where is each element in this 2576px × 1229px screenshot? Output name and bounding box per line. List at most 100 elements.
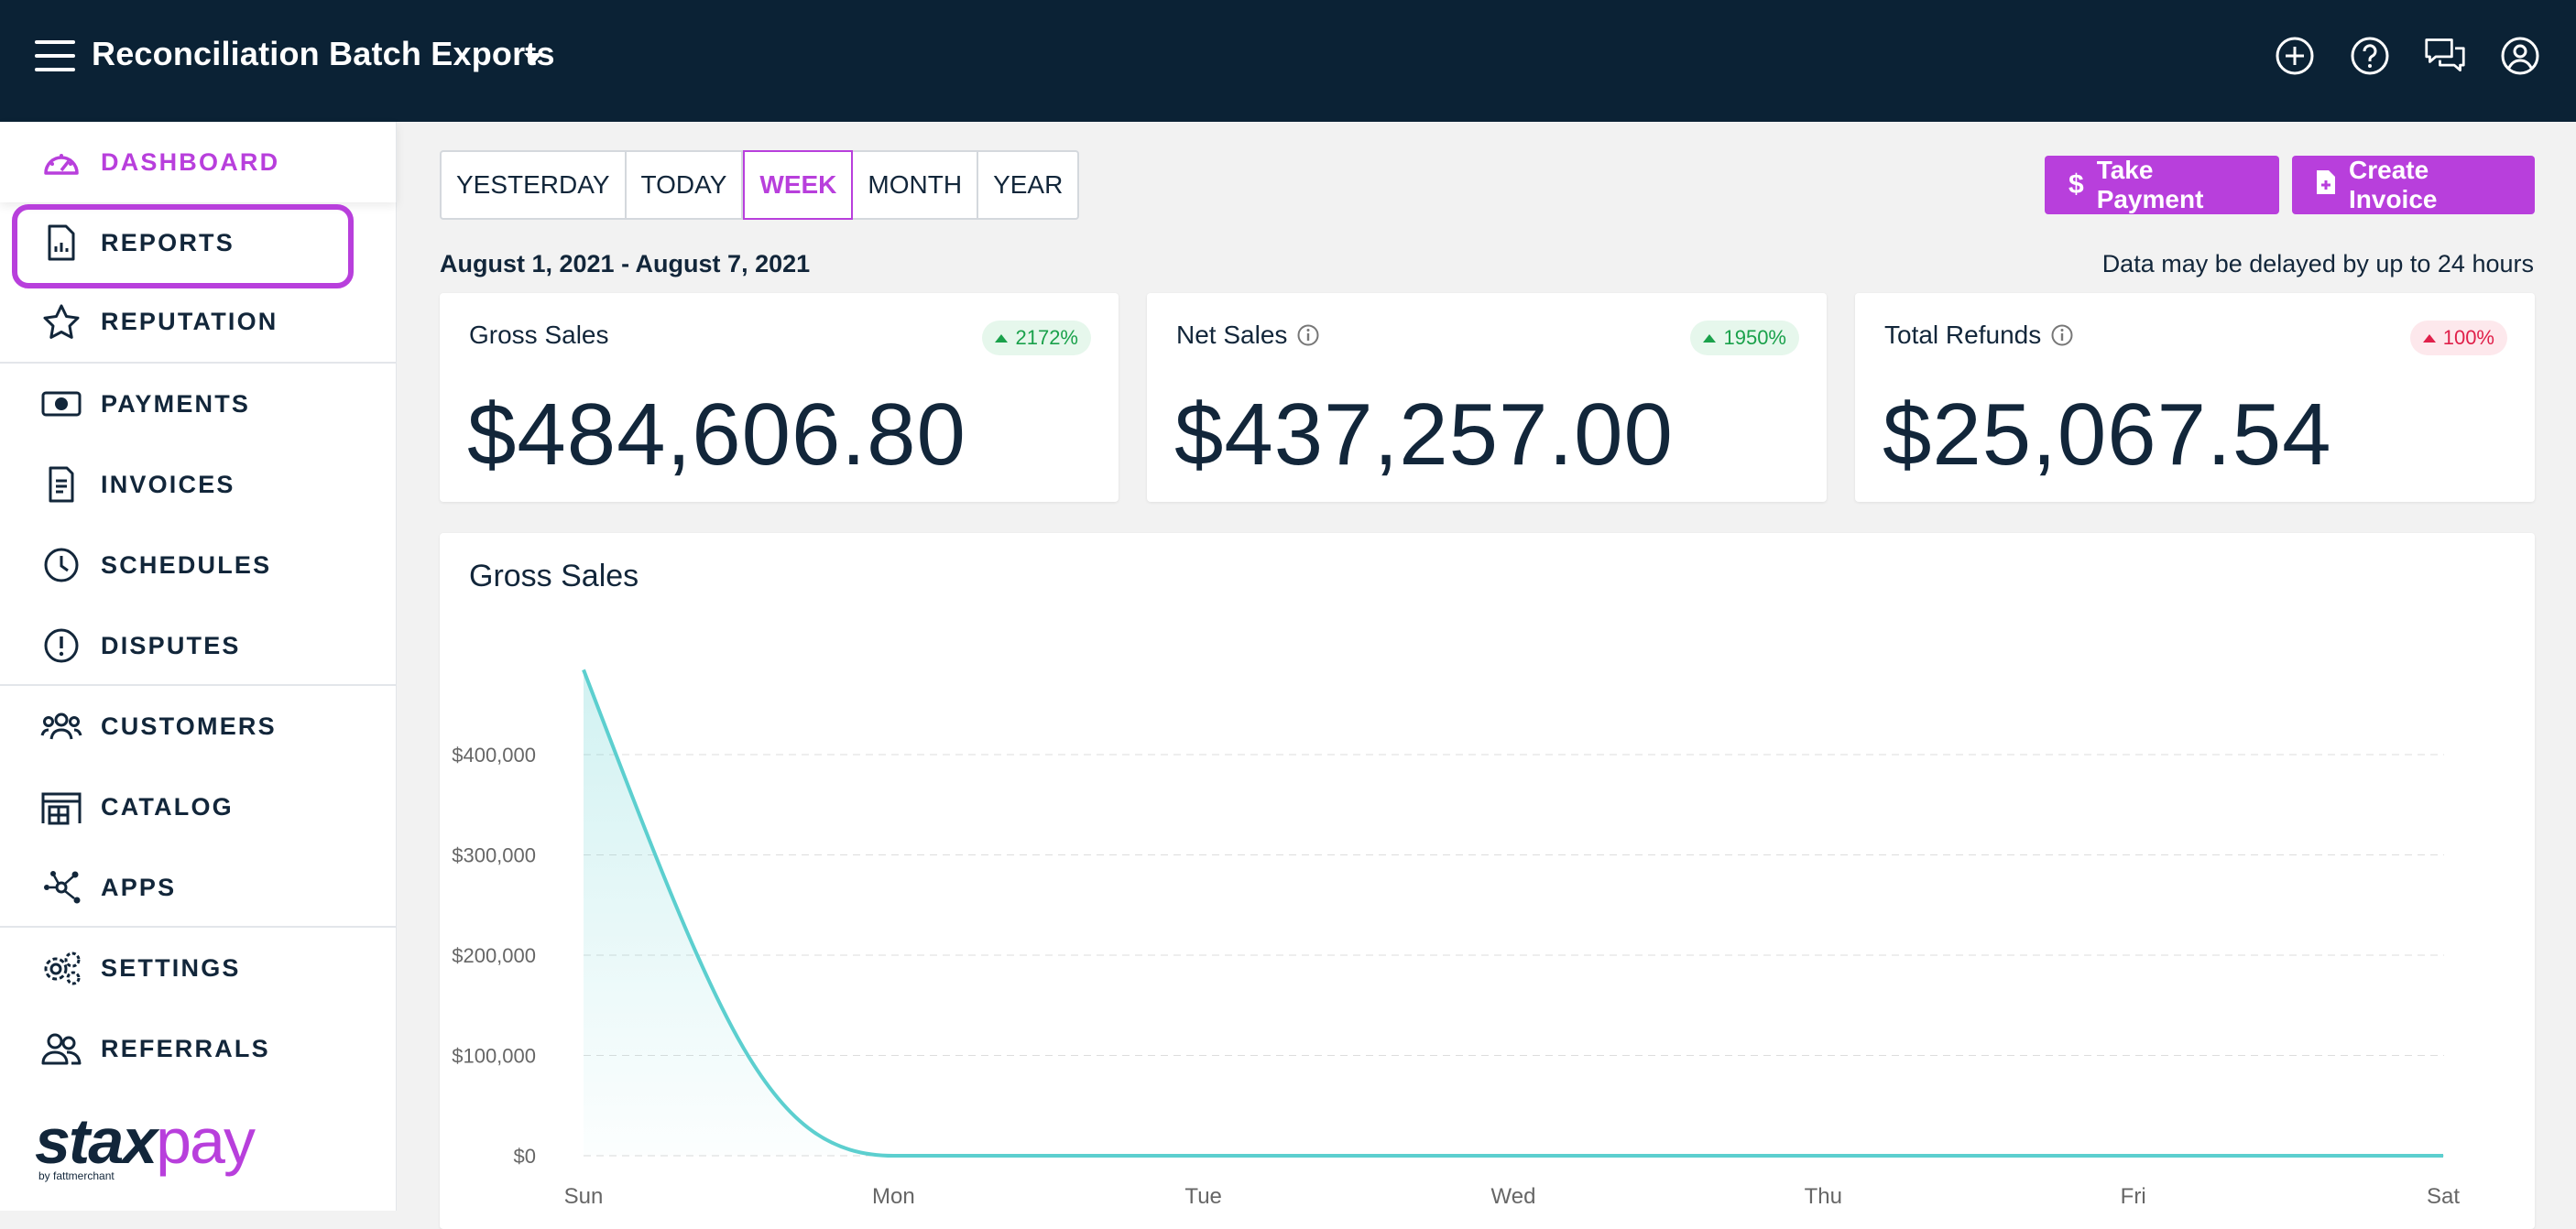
caret-down-icon[interactable] (524, 53, 542, 64)
total-refunds-card: Total Refunds 100% $25,067.54 (1855, 293, 2535, 502)
trend-badge: 2172% (982, 321, 1091, 355)
sidebar-item-dashboard[interactable]: DASHBOARD (0, 122, 397, 202)
card-title: Total Refunds (1884, 321, 2074, 350)
info-icon[interactable] (2050, 323, 2074, 347)
sidebar-item-label: SCHEDULES (101, 550, 272, 579)
top-bar: Reconciliation Batch Exports (0, 0, 2576, 122)
x-tick-label: Wed (1491, 1184, 1536, 1209)
card-value: $25,067.54 (1883, 386, 2332, 484)
trend-up-icon (2422, 333, 2436, 343)
data-point-sat[interactable] (2438, 1150, 2449, 1161)
page-title[interactable]: Reconciliation Batch Exports (92, 35, 555, 72)
card-value: $437,257.00 (1174, 386, 1674, 484)
take-payment-label: Take Payment (2096, 156, 2204, 213)
sidebar-item-settings[interactable]: SETTINGS (0, 928, 397, 1008)
invoice-icon (40, 463, 82, 506)
data-point-mon[interactable] (888, 1150, 899, 1161)
hamburger-menu-icon[interactable] (35, 40, 75, 75)
user-account-icon[interactable] (2499, 35, 2541, 77)
range-today-button[interactable]: TODAY (627, 152, 744, 218)
trend-badge: 1950% (1690, 321, 1799, 355)
data-point-tue[interactable] (1198, 1150, 1209, 1161)
card-title-text: Total Refunds (1884, 321, 2042, 349)
sidebar-item-schedules[interactable]: SCHEDULES (0, 525, 397, 605)
sidebar-item-reports[interactable]: REPORTS (0, 202, 397, 283)
sidebar-item-payments[interactable]: PAYMENTS (0, 364, 397, 444)
divider (0, 684, 397, 686)
info-icon[interactable] (1296, 323, 1320, 347)
create-invoice-button[interactable]: Create Invoice (2292, 156, 2535, 214)
net-sales-card: Net Sales 1950% $437,257.00 (1147, 293, 1827, 502)
card-title: Net Sales (1176, 321, 1320, 350)
logo-stax-text: stax (35, 1105, 158, 1177)
divider (0, 362, 397, 364)
date-range-label: August 1, 2021 - August 7, 2021 (440, 250, 811, 277)
sidebar-item-label: CATALOG (101, 792, 234, 821)
x-tick-label: Sat (2427, 1184, 2460, 1209)
sidebar-item-label: PAYMENTS (101, 389, 251, 418)
apps-icon (40, 866, 82, 908)
y-tick-label: $100,000 (452, 1045, 536, 1068)
dollar-icon: $ (2068, 169, 2084, 200)
sidebar-item-customers[interactable]: CUSTOMERS (0, 686, 397, 767)
range-month-button[interactable]: MONTH (853, 152, 979, 218)
sidebar-item-label: DISPUTES (101, 631, 241, 659)
add-circle-icon[interactable] (2274, 35, 2316, 77)
sidebar-item-label: REPORTS (101, 228, 235, 256)
alert-icon (40, 625, 82, 667)
y-tick-label: $400,000 (452, 744, 536, 767)
create-invoice-label: Create Invoice (2349, 156, 2438, 213)
x-tick-label: Mon (872, 1184, 915, 1209)
badge-text: 1950% (1723, 326, 1786, 349)
sidebar-item-catalog[interactable]: CATALOG (0, 767, 397, 847)
trend-up-icon (995, 333, 1009, 343)
sidebar-item-label: SETTINGS (101, 953, 241, 982)
sidebar-item-referrals[interactable]: REFERRALS (0, 1008, 397, 1089)
new-document-icon (2316, 169, 2336, 201)
staxpay-logo: staxpay by fattmerchant (35, 1109, 256, 1182)
y-tick-label: $300,000 (452, 844, 536, 867)
series-line (582, 669, 2443, 1158)
sidebar-item-reputation[interactable]: REPUTATION (0, 281, 397, 362)
gears-icon (40, 947, 82, 989)
card-value: $484,606.80 (467, 386, 966, 484)
gross-sales-chart: $0 $100,000 $200,000 $300,000 $400,000 Sun Mon… (452, 664, 2460, 1209)
star-icon (40, 300, 82, 343)
data-point-fri[interactable] (2128, 1150, 2139, 1161)
cash-icon (40, 383, 82, 425)
chart-title: Gross Sales (469, 559, 639, 593)
sidebar-item-invoices[interactable]: INVOICES (0, 444, 397, 525)
range-year-button[interactable]: YEAR (993, 170, 1064, 199)
gross-sales-card: Gross Sales 2172% $484,606.80 (440, 293, 1119, 502)
referrals-icon (40, 1028, 82, 1070)
sidebar-item-disputes[interactable]: DISPUTES (0, 605, 397, 686)
help-icon[interactable] (2349, 35, 2391, 77)
range-week-button[interactable]: WEEK (743, 150, 854, 220)
x-tick-label: Thu (1805, 1184, 1842, 1209)
sidebar-item-apps[interactable]: APPS (0, 847, 397, 928)
data-point-thu[interactable] (1817, 1150, 1828, 1161)
sidebar: DASHBOARD REPORTS REPUTATION PAYMENTS IN… (0, 122, 397, 1211)
sidebar-item-label: CUSTOMERS (101, 712, 277, 740)
x-tick-label: Fri (2121, 1184, 2146, 1209)
gauge-icon (40, 141, 82, 183)
badge-text: 2172% (1015, 326, 1078, 349)
data-point-sun[interactable] (578, 664, 589, 675)
trend-badge: 100% (2409, 321, 2507, 355)
x-tick-label: Tue (1184, 1184, 1221, 1209)
card-title-text: Net Sales (1176, 321, 1288, 349)
range-yesterday-button[interactable]: YESTERDAY (442, 152, 627, 218)
series-area (584, 669, 2443, 1156)
users-icon (40, 705, 82, 747)
trend-up-icon (1703, 333, 1717, 343)
gross-sales-chart-card: Gross Sales $0 $100,000 $200,000 $300,000 $4… (440, 533, 2535, 1229)
divider (0, 926, 397, 928)
sidebar-item-label: REPUTATION (101, 307, 278, 335)
data-point-wed[interactable] (1508, 1150, 1519, 1161)
logo-pay-text: pay (156, 1105, 256, 1177)
take-payment-button[interactable]: $ Take Payment (2045, 156, 2279, 214)
data-delay-note: Data may be delayed by up to 24 hours (2101, 250, 2534, 277)
report-icon (40, 222, 82, 264)
chat-icon[interactable] (2424, 35, 2466, 77)
sidebar-item-label: REFERRALS (101, 1034, 270, 1062)
